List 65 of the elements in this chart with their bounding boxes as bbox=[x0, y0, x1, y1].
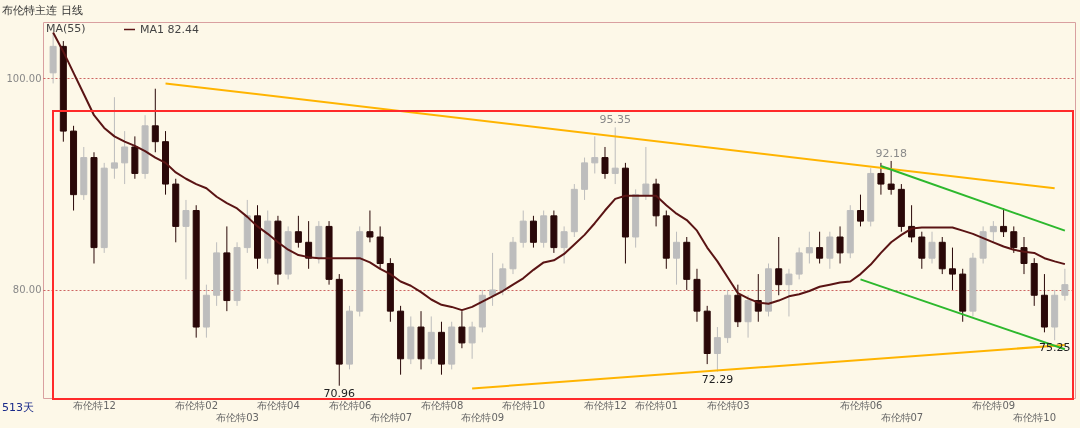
candlestick bbox=[1020, 236, 1028, 275]
candlestick bbox=[1000, 207, 1008, 238]
candlestick bbox=[519, 210, 527, 249]
x-tick-label: 布伦特12 bbox=[73, 399, 116, 411]
candlestick bbox=[366, 210, 374, 243]
candlestick bbox=[805, 231, 813, 264]
annotation: 92.18 bbox=[875, 146, 907, 160]
candlestick bbox=[294, 215, 302, 249]
candlestick bbox=[928, 231, 936, 264]
candlestick bbox=[591, 135, 599, 174]
candlestick bbox=[775, 236, 783, 296]
x-tick-label: 布伦特10 bbox=[1013, 411, 1057, 423]
x-tick-label: 布伦特07 bbox=[880, 411, 924, 423]
x-tick-label: 布伦特12 bbox=[584, 399, 627, 411]
candlestick bbox=[1010, 225, 1018, 254]
candlestick bbox=[836, 225, 844, 264]
candlestick bbox=[856, 194, 864, 227]
candlestick bbox=[499, 262, 507, 296]
candlestick bbox=[1061, 268, 1069, 302]
candlestick bbox=[529, 215, 537, 249]
candlestick bbox=[948, 247, 956, 291]
candlestick bbox=[713, 326, 721, 373]
candlestick bbox=[877, 162, 885, 196]
candlestick bbox=[110, 96, 118, 180]
y-tick-label: 80.00 bbox=[12, 284, 42, 296]
annotation: 72.29 bbox=[701, 372, 734, 386]
legend-label: MA1 82.44 bbox=[140, 22, 200, 36]
candlestick bbox=[795, 247, 803, 280]
candlestick bbox=[785, 268, 793, 317]
candlestick bbox=[826, 231, 834, 270]
x-tick-label: 布伦特08 bbox=[420, 399, 464, 411]
candlestick bbox=[918, 231, 926, 270]
y-tick-label: 100.00 bbox=[6, 72, 42, 84]
x-tick-label: 布伦特01 bbox=[635, 399, 678, 411]
candlestick bbox=[989, 220, 997, 243]
x-tick-label: 布伦特04 bbox=[257, 399, 300, 411]
chart-subtitle: 日线 bbox=[60, 4, 83, 17]
x-tick-label: 布伦特03 bbox=[706, 399, 750, 411]
candlestick bbox=[468, 321, 476, 360]
candlestick bbox=[816, 231, 824, 264]
x-tick-label: 布伦特02 bbox=[175, 399, 219, 411]
candlestick bbox=[744, 294, 752, 339]
text: 513天 bbox=[2, 400, 34, 415]
candlestick bbox=[887, 160, 895, 196]
candlestick bbox=[560, 225, 568, 264]
candlestick bbox=[673, 231, 681, 286]
candlestick bbox=[121, 130, 129, 185]
candlestick bbox=[151, 88, 159, 153]
x-tick-label: 布伦特03 bbox=[216, 411, 259, 423]
chart-title: 布伦特主连 bbox=[2, 4, 57, 17]
x-tick-label: 布伦特06 bbox=[839, 399, 883, 411]
candlestick bbox=[642, 146, 650, 201]
x-tick-label: 布伦特06 bbox=[328, 399, 372, 411]
x-tick-label: 布伦特09 bbox=[461, 411, 505, 423]
x-tick-label: 布伦特09 bbox=[972, 399, 1016, 411]
x-tick-label: 布伦特10 bbox=[502, 399, 546, 411]
candlestick bbox=[601, 146, 609, 180]
candlestick bbox=[611, 126, 619, 185]
candlestick bbox=[489, 252, 497, 307]
annotation: 70.96 bbox=[323, 386, 356, 400]
x-tick-label: 布伦特07 bbox=[369, 411, 413, 423]
annotation: 95.35 bbox=[599, 113, 631, 127]
candlestick bbox=[458, 310, 466, 349]
annotation: MA(55) bbox=[46, 22, 86, 35]
candlestick bbox=[182, 199, 190, 280]
